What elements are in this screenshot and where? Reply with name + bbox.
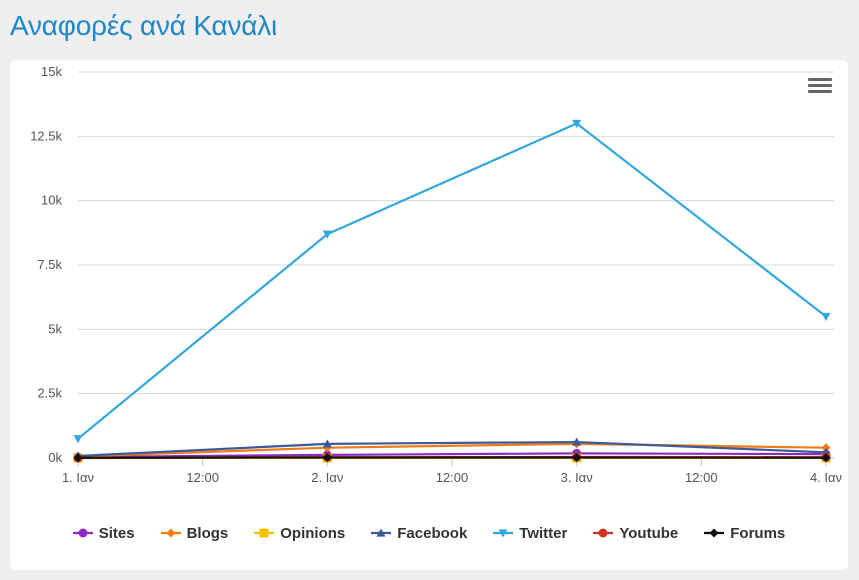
y-tick-label: 2.5k <box>37 386 62 401</box>
data-point-twitter <box>322 230 332 239</box>
legend-item-blogs[interactable]: Blogs <box>160 522 229 544</box>
data-point-forums <box>73 453 83 463</box>
y-tick-label: 10k <box>41 193 62 208</box>
series-line-twitter <box>77 122 827 440</box>
chart-card: 0k 2.5k 5k 7.5k 10k 12.5k 15k 1. Ιαν 12:00 2. Ιαν… <box>10 60 848 570</box>
data-point-facebook <box>572 437 582 446</box>
x-tick-label: 1. Ιαν <box>62 470 94 485</box>
data-point-twitter <box>73 435 83 444</box>
page-title: Αναφορές ανά Κανάλι <box>10 10 278 41</box>
x-tick-label: 12:00 <box>436 470 469 485</box>
data-point-forums <box>821 453 831 463</box>
legend-item-twitter[interactable]: Twitter <box>493 522 567 544</box>
series-line-sites <box>77 452 827 459</box>
series-line-blogs <box>77 442 827 458</box>
legend-symbol <box>493 529 514 538</box>
legend-symbol <box>593 528 614 538</box>
series-line-facebook <box>77 440 827 458</box>
y-tick-label: 15k <box>41 64 62 79</box>
legend-item-youtube[interactable]: Youtube <box>593 522 678 544</box>
chart-legend: Sites Blogs Opinions Facebook Twitter Youtube… <box>10 522 848 544</box>
legend-symbol <box>254 528 275 538</box>
legend-label: Opinions <box>280 524 346 542</box>
x-tick-label: 12:00 <box>186 470 219 485</box>
y-tick-label: 5k <box>48 321 62 336</box>
legend-symbol <box>704 528 725 538</box>
y-tick-label: 12.5k <box>30 128 62 143</box>
data-point-twitter <box>572 119 582 128</box>
legend-item-opinions[interactable]: Opinions <box>254 522 345 544</box>
legend-label: Forums <box>730 524 786 542</box>
x-tick-label: 3. Ιαν <box>561 470 593 485</box>
legend-symbol <box>371 528 392 537</box>
data-point-twitter <box>821 312 831 321</box>
legend-symbol <box>72 528 93 538</box>
hamburger-menu-icon[interactable] <box>808 78 832 98</box>
legend-label: Facebook <box>397 524 468 542</box>
legend-label: Sites <box>98 524 135 542</box>
data-point-forums <box>572 452 582 462</box>
legend-item-sites[interactable]: Sites <box>72 522 135 544</box>
line-chart: 0k 2.5k 5k 7.5k 10k 12.5k 15k 1. Ιαν 12:00 2. Ιαν… <box>30 64 842 485</box>
legend-symbol <box>160 528 181 538</box>
legend-label: Youtube <box>619 524 679 542</box>
legend-item-facebook[interactable]: Facebook <box>371 522 467 544</box>
legend-item-forums[interactable]: Forums <box>704 522 785 544</box>
y-tick-label: 7.5k <box>37 257 62 272</box>
x-tick-label: 2. Ιαν <box>311 470 343 485</box>
data-point-facebook <box>322 439 332 448</box>
legend-label: Twitter <box>519 524 568 542</box>
x-tick-label: 4. Ιαν <box>810 470 842 485</box>
x-tick-label: 12:00 <box>685 470 718 485</box>
y-tick-label: 0k <box>48 450 62 465</box>
data-point-blogs <box>821 443 831 453</box>
data-point-forums <box>322 452 332 462</box>
legend-label: Blogs <box>186 524 229 542</box>
